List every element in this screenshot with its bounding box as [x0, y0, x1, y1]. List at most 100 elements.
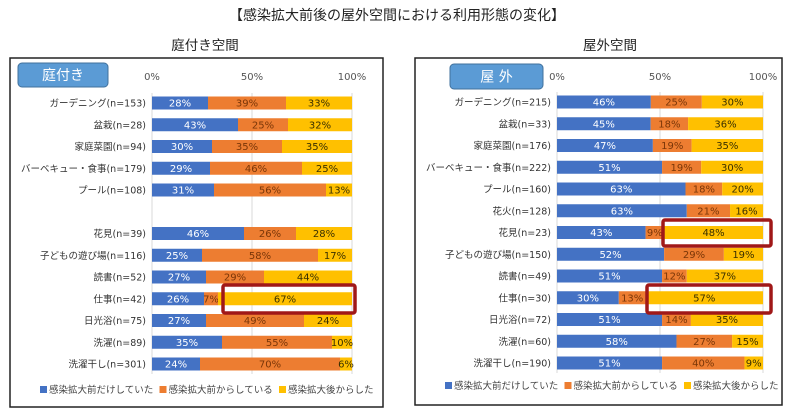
bar-segment: [340, 357, 352, 371]
data-label: 36%: [714, 119, 736, 130]
bar-segment: [286, 96, 352, 110]
data-label: 70%: [259, 360, 281, 371]
category-label: 仕事(n=42): [94, 293, 146, 305]
bar-segment: [662, 269, 687, 283]
data-label: 28%: [313, 229, 335, 240]
bar-segment: [557, 291, 619, 305]
bar-segment: [730, 204, 763, 218]
data-label: 18%: [693, 185, 715, 196]
bar-segment: [152, 96, 208, 110]
data-label: 56%: [259, 186, 281, 197]
category-label: 洗濯(n=60): [499, 336, 551, 348]
x-tick-label: 0%: [144, 72, 160, 83]
bar-segment: [676, 334, 733, 348]
data-label: 35%: [716, 141, 738, 152]
bar-segment: [152, 270, 206, 284]
legend-swatch: [40, 386, 47, 393]
data-label: 16%: [735, 206, 757, 217]
data-label: 7%: [203, 294, 219, 305]
bar-segment: [244, 227, 296, 240]
bar-segment: [723, 247, 763, 261]
legend-label: 感染拡大前だけしていた: [49, 384, 153, 396]
legend-label: 感染拡大後からした: [288, 384, 374, 396]
data-label: 30%: [171, 142, 193, 153]
bar-row: バーベキュー・食事(n=179) 29% 46% 25%: [21, 161, 352, 175]
bar-segment: [282, 140, 352, 153]
data-label: 51%: [598, 359, 620, 370]
bar-segment: [652, 139, 692, 152]
bar-segment: [664, 247, 724, 261]
bar-segment: [218, 292, 352, 306]
data-label: 43%: [590, 228, 612, 239]
bar-segment: [662, 313, 691, 326]
data-label: 27%: [168, 316, 190, 327]
bar-row: 読書(n=49) 51% 12% 37%: [499, 269, 763, 283]
bar-row: 家庭菜園(n=176) 47% 19% 35%: [473, 139, 763, 152]
data-label: 25%: [316, 164, 338, 175]
category-label: プール(n=108): [78, 186, 146, 197]
bar-segment: [701, 160, 763, 174]
legend-item: 感染拡大前だけしていた: [40, 384, 153, 396]
bar-row: 花見(n=23) 43% 9% 48%: [499, 226, 763, 239]
category-label: 家庭菜園(n=94): [75, 141, 146, 153]
bar-segment: [686, 269, 763, 283]
data-label: 30%: [577, 293, 599, 304]
bar-row: プール(n=108) 31% 56% 13%: [78, 183, 352, 197]
chart-badge: [449, 63, 544, 90]
bar-segment: [645, 226, 665, 239]
bar-segment: [152, 183, 214, 197]
bar-row: 花見(n=39) 46% 26% 28%: [94, 227, 352, 240]
data-label: 27%: [693, 337, 715, 348]
category-label: 洗濯干し(n=301): [68, 359, 146, 371]
bar-row: プール(n=160) 63% 18% 20%: [483, 182, 763, 196]
bar-row: 子どもの遊び場(n=150) 52% 29% 19%: [445, 247, 763, 261]
bar-segment: [296, 227, 352, 240]
bar-row: 日光浴(n=75) 27% 49% 24%: [84, 314, 352, 327]
bar-row: 盆栽(n=33) 45% 18% 36%: [499, 117, 763, 131]
highlight-box: [645, 283, 773, 315]
data-label: 26%: [167, 294, 189, 305]
data-label: 63%: [610, 185, 632, 196]
bar-row: 盆栽(n=28) 43% 25% 32%: [94, 118, 352, 132]
bar-segment: [557, 95, 651, 109]
bar-segment: [206, 270, 264, 284]
bar-segment: [557, 182, 686, 196]
data-label: 29%: [170, 164, 192, 175]
category-label: バーベキュー・食事(n=179): [21, 163, 146, 175]
bar-row: ガーデニング(n=215) 46% 25% 30%: [454, 95, 763, 109]
bar-row: バーベキュー・食事(n=222) 51% 19% 30%: [426, 160, 763, 174]
data-label: 28%: [169, 99, 191, 110]
category-label: 日光浴(n=72): [489, 314, 551, 326]
bar-segment: [302, 161, 352, 175]
data-label: 30%: [721, 98, 743, 109]
data-label: 51%: [598, 315, 620, 326]
data-label: 25%: [665, 98, 687, 109]
legend-item: 感染拡大前からしている: [159, 384, 273, 396]
bar-segment: [557, 247, 665, 261]
bar-segment: [557, 139, 653, 152]
data-label: 29%: [224, 273, 246, 284]
legend-label: 感染拡大前だけしていた: [454, 380, 558, 392]
bar-row: ガーデニング(n=153) 28% 39% 33%: [49, 96, 352, 110]
data-label: 24%: [165, 360, 187, 371]
data-label: 15%: [736, 337, 758, 348]
bar-segment: [650, 117, 689, 131]
data-label: 57%: [693, 293, 715, 304]
bar-segment: [732, 334, 763, 348]
bar-segment: [701, 95, 763, 109]
bar-segment: [662, 356, 745, 370]
category-label: 洗濯干し(n=190): [473, 358, 551, 370]
legend-label: 感染拡大前からしている: [169, 384, 273, 396]
bar-row: 仕事(n=30) 30% 13% 57%: [499, 291, 763, 305]
data-label: 20%: [731, 185, 753, 196]
category-label: 盆栽(n=28): [94, 119, 146, 131]
bar-segment: [152, 335, 222, 349]
category-label: 読書(n=52): [94, 272, 146, 284]
data-label: 37%: [714, 272, 736, 283]
bar-segment: [200, 357, 340, 371]
bar-segment: [557, 269, 663, 283]
category-label: 子どもの遊び場(n=116): [40, 250, 146, 262]
data-label: 46%: [245, 164, 267, 175]
category-label: ガーデニング(n=153): [49, 98, 146, 110]
